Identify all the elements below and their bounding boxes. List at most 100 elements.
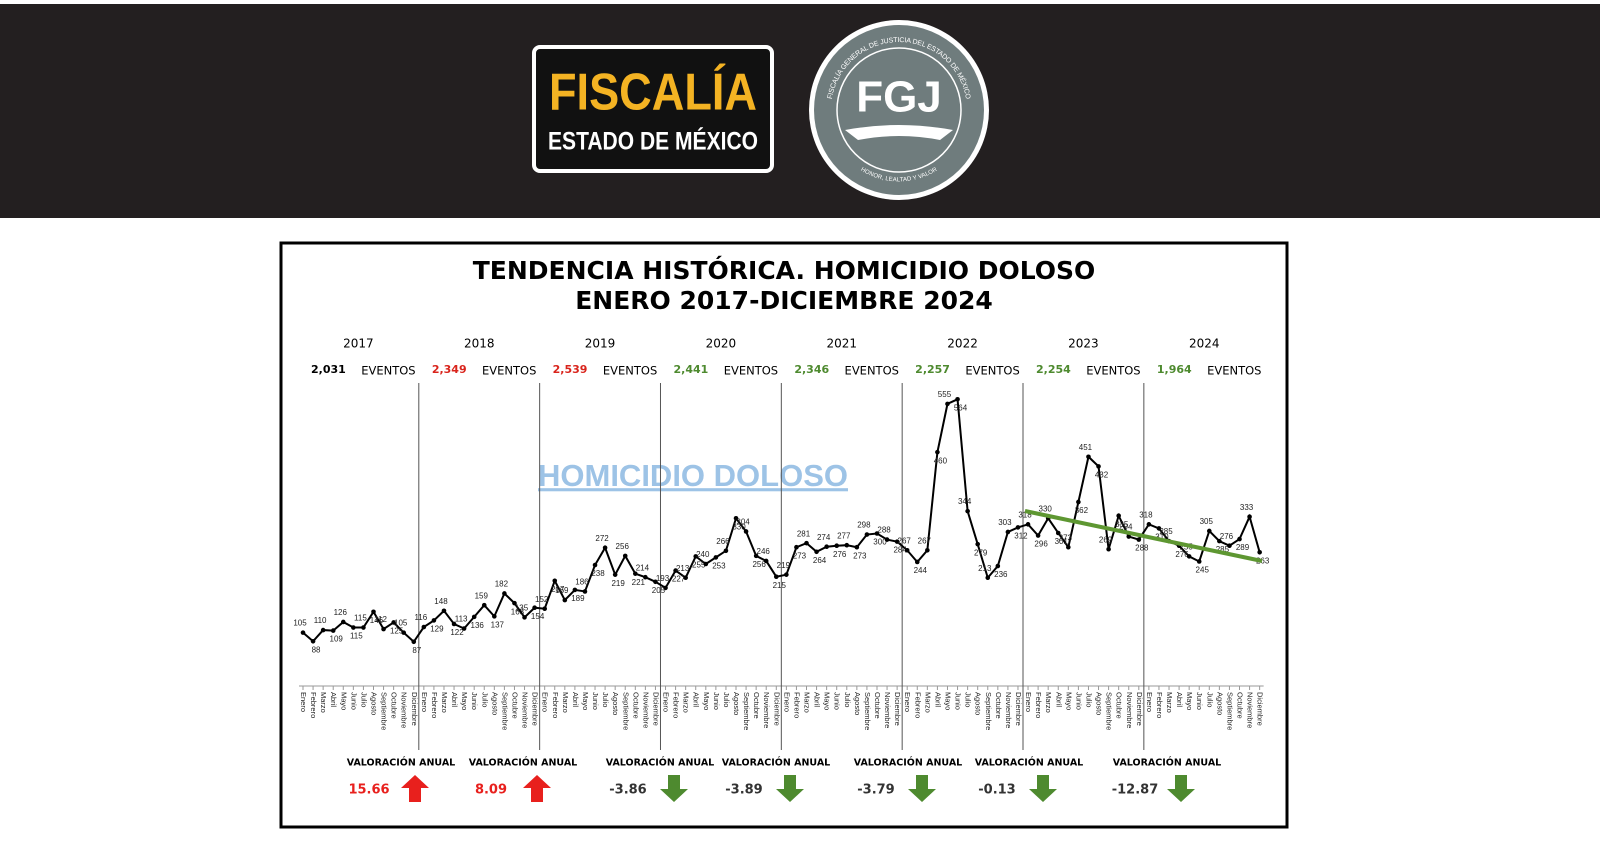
data-point	[391, 620, 396, 625]
data-label: 246	[757, 547, 771, 556]
data-label: 273	[793, 551, 807, 560]
data-point	[703, 561, 709, 567]
seal	[814, 25, 984, 195]
data-label: 312	[1014, 532, 1028, 541]
x-tick-label: Febrero	[1155, 692, 1164, 718]
x-tick-label: Julio	[843, 692, 852, 707]
data-label: 129	[430, 625, 444, 634]
data-point	[582, 589, 588, 594]
x-tick-label: Septiembre	[984, 692, 993, 730]
data-label: 154	[531, 612, 545, 621]
data-point	[562, 597, 568, 603]
data-point	[784, 572, 789, 577]
data-point	[481, 602, 487, 608]
data-point	[351, 625, 356, 630]
data-point	[1136, 537, 1142, 542]
data-label: 276	[1175, 550, 1189, 559]
data-label: 110	[314, 616, 327, 625]
x-tick-label: Mayo	[823, 692, 832, 710]
data-point	[673, 568, 678, 573]
events-label: EVENTOS	[845, 364, 899, 378]
data-label: 253	[712, 562, 726, 571]
data-label: 221	[632, 578, 646, 587]
data-point	[824, 544, 829, 550]
data-point	[904, 547, 910, 553]
x-tick-label: Noviembre	[400, 692, 409, 728]
data-label: 288	[877, 526, 891, 535]
data-label: 269	[1099, 535, 1113, 544]
data-point	[1186, 554, 1192, 559]
data-label: 335	[1115, 520, 1129, 529]
data-point	[1217, 538, 1222, 544]
data-label: 236	[994, 570, 1008, 579]
data-point	[834, 543, 840, 548]
events-total: 2,539	[553, 363, 588, 376]
year-label: 2023	[1068, 337, 1099, 351]
x-tick-label: Mayo	[339, 692, 348, 710]
x-tick-label: Septiembre	[380, 692, 389, 730]
data-point	[421, 624, 427, 630]
x-tick-label: Marzo	[1165, 692, 1174, 713]
data-point	[1005, 529, 1011, 535]
data-point	[663, 585, 668, 591]
valoracion-arrow	[1029, 775, 1057, 802]
data-point	[340, 619, 346, 625]
events-total: 2,031	[311, 363, 346, 376]
year-label: 2020	[706, 337, 737, 351]
x-tick-label: Enero	[662, 692, 671, 712]
data-label: 113	[455, 615, 468, 624]
events-label: EVENTOS	[1086, 364, 1140, 378]
data-label: 276	[833, 550, 847, 559]
data-point	[753, 553, 759, 559]
data-label: 330	[1039, 504, 1053, 513]
data-point	[1035, 533, 1041, 538]
data-label: 213	[978, 564, 992, 573]
data-label: 87	[412, 646, 421, 655]
x-tick-label: Enero	[782, 692, 791, 712]
data-label: 277	[837, 531, 851, 540]
valoracion-value: -3.86	[609, 783, 646, 798]
data-point	[1116, 513, 1121, 519]
data-point	[965, 508, 970, 514]
x-tick-label: Febrero	[309, 692, 318, 718]
data-label: 279	[974, 548, 988, 557]
x-tick-label: Diciembre	[1014, 692, 1023, 726]
x-tick-label: Julio	[480, 692, 489, 707]
data-label: 125	[390, 627, 404, 636]
valoracion-value: -3.89	[725, 783, 762, 798]
data-label: 273	[1059, 533, 1073, 542]
x-tick-label: Febrero	[792, 692, 801, 718]
year-label: 2024	[1189, 337, 1220, 351]
data-label: 112	[374, 615, 387, 624]
data-point	[844, 542, 850, 548]
data-point	[1146, 522, 1152, 527]
data-point	[431, 618, 437, 623]
valoracion-label: VALORACIÓN ANUAL	[722, 757, 831, 769]
seal-initials: FGJ	[856, 73, 942, 122]
events-total: 1,964	[1157, 363, 1192, 376]
data-point	[693, 554, 699, 559]
data-label: 135	[515, 603, 529, 612]
x-tick-label: Junio	[712, 692, 721, 710]
data-label: 344	[958, 497, 972, 506]
data-point	[300, 630, 306, 635]
x-tick-label: Julio	[722, 692, 731, 707]
data-label: 136	[471, 621, 485, 630]
x-tick-label: Diciembre	[410, 692, 419, 726]
data-point	[602, 545, 608, 551]
header-band	[0, 4, 1600, 218]
data-label: 219	[611, 579, 625, 588]
data-label: 122	[450, 628, 464, 637]
x-tick-label: Julio	[601, 692, 610, 707]
data-point	[592, 562, 598, 568]
x-tick-label: Septiembre	[742, 692, 751, 730]
data-label: 298	[857, 521, 871, 530]
data-label: 272	[595, 534, 609, 543]
chart-frame	[279, 241, 1289, 829]
data-point	[552, 578, 558, 584]
x-tick-label: Mayo	[1185, 692, 1194, 710]
data-label: 305	[1200, 517, 1214, 526]
data-label: 555	[938, 390, 952, 399]
data-point	[492, 614, 497, 619]
x-tick-label: Julio	[359, 692, 368, 707]
